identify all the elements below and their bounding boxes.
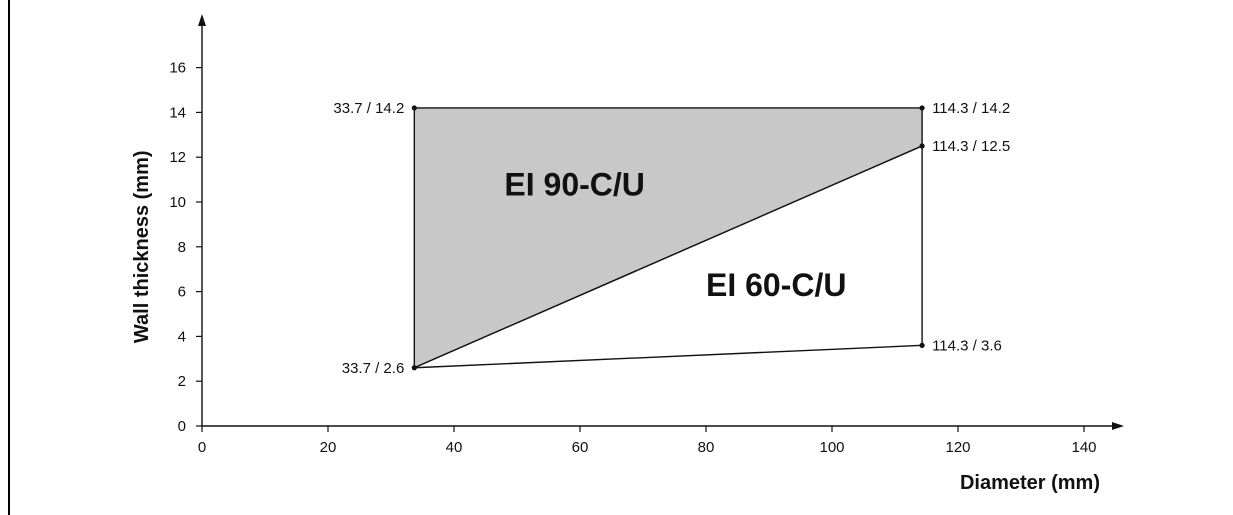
y-axis-arrow [198,14,206,26]
data-point-label: 114.3 / 3.6 [932,337,1002,354]
y-tick-label: 12 [169,149,186,166]
x-tick-label: 120 [945,439,970,456]
y-tick-label: 2 [178,373,186,390]
x-tick-label: 80 [698,439,715,456]
data-point [919,105,925,111]
x-axis-title: Diameter (mm) [960,472,1100,494]
region-ei60 [414,144,923,369]
y-tick-label: 0 [178,418,186,435]
y-tick-label: 4 [178,328,186,345]
data-point-label: 33.7 / 2.6 [342,360,405,377]
x-tick-label: 100 [819,439,844,456]
data-point-label: 114.3 / 14.2 [932,100,1010,117]
y-tick-label: 10 [169,194,186,211]
region-label-ei60: EI 60-C/U [706,267,846,303]
x-tick-label: 140 [1071,439,1096,456]
region-label-ei90: EI 90-C/U [504,166,644,202]
x-tick-label: 0 [198,439,206,456]
y-tick-label: 8 [178,239,186,256]
data-point-label: 33.7 / 14.2 [333,100,404,117]
x-tick-label: 60 [572,439,589,456]
y-axis-title: Wall thickness (mm) [131,150,153,343]
y-tick-label: 16 [169,60,186,77]
x-axis-arrow [1112,422,1124,430]
x-tick-label: 40 [446,439,463,456]
data-point [919,342,925,348]
data-point [411,105,417,111]
data-point-label: 114.3 / 12.5 [932,138,1010,155]
data-point [919,143,925,149]
y-tick-label: 6 [178,284,186,301]
x-tick-label: 20 [320,439,337,456]
y-tick-label: 14 [169,104,186,121]
data-point [411,365,417,371]
page-margin-rule [8,0,10,515]
